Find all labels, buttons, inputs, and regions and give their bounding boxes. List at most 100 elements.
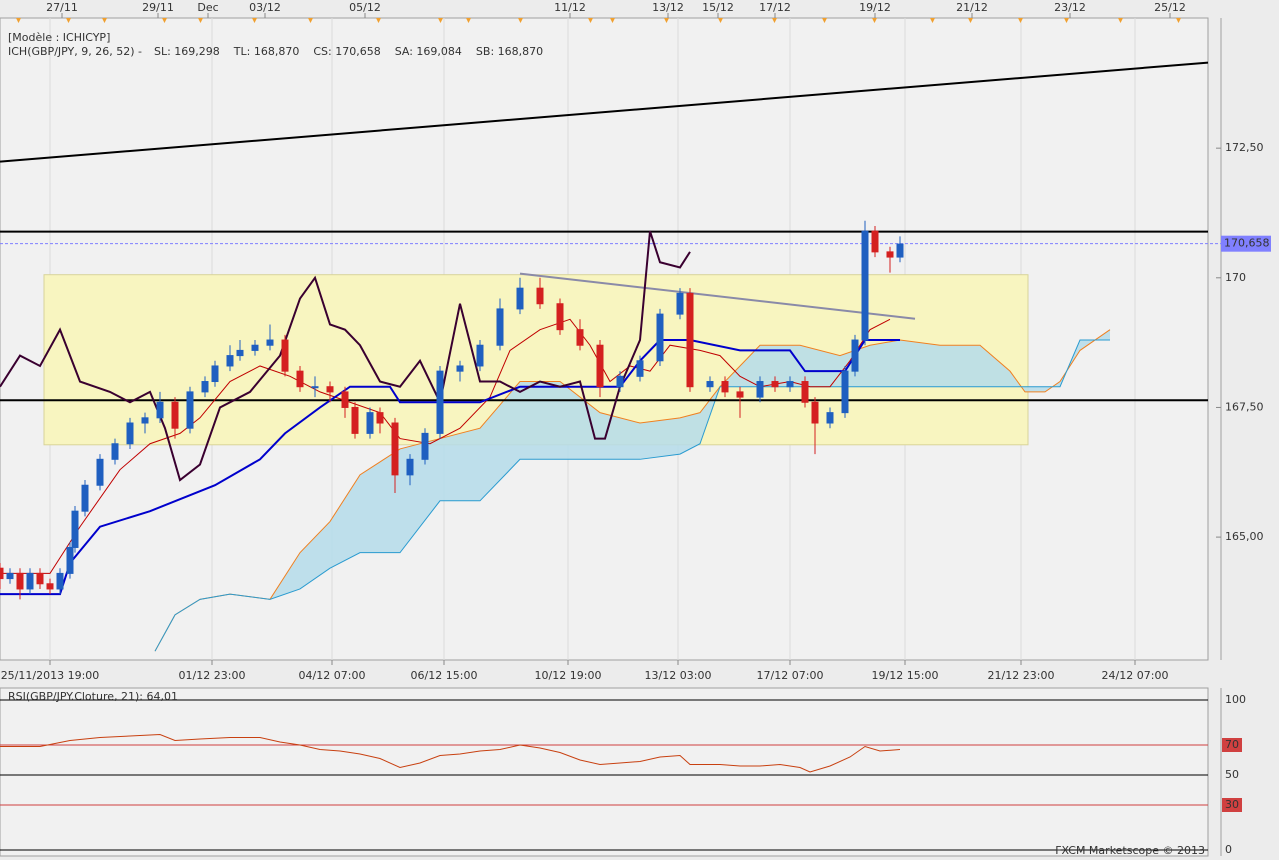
candle-body: [801, 381, 809, 403]
candle-body: [871, 230, 879, 253]
candle-body: [281, 339, 289, 372]
indicator-value: TL: 168,870: [233, 45, 300, 58]
candle-body: [826, 412, 834, 424]
top-x-tick-label: 05/12: [349, 1, 381, 14]
candle-body: [536, 287, 544, 305]
candle-body: [56, 572, 64, 590]
candle-body: [36, 572, 44, 585]
candle-body: [201, 381, 209, 393]
candle-body: [16, 572, 24, 590]
top-x-tick-label: 29/11: [142, 1, 174, 14]
candle-body: [496, 308, 504, 346]
candle-body: [251, 344, 259, 351]
candle-body: [676, 292, 684, 315]
indicator-value: CS: 170,658: [313, 45, 380, 58]
main-chart: 25/11/2013 19:00 01/12 23:00 04/12 07:00 06…: [0, 1, 1271, 682]
y-tick-label: 172,50: [1225, 141, 1264, 154]
candle-body: [406, 458, 414, 476]
indicator-label: ICH(GBP/JPY, 9, 26, 52) -: [8, 45, 142, 58]
trend-line: [0, 61, 1209, 163]
candle-body: [341, 391, 349, 408]
candle-body: [811, 401, 819, 424]
candle-body: [0, 567, 4, 580]
candle-body: [296, 370, 304, 388]
candle-body: [841, 370, 849, 414]
candle-body: [311, 386, 319, 389]
candle-body: [516, 287, 524, 310]
candle-body: [576, 329, 584, 346]
candle-body: [616, 375, 624, 388]
y-tick-label: 167,50: [1225, 400, 1264, 413]
x-tick-label: 04/12 07:00: [299, 669, 366, 682]
y-tick-label: 165,00: [1225, 530, 1264, 543]
candle-body: [421, 432, 429, 460]
candle-body: [391, 422, 399, 476]
y-tick-label: 0: [1225, 843, 1232, 856]
top-x-tick-label: 25/12: [1154, 1, 1186, 14]
candle-body: [436, 370, 444, 434]
level-label-box: [1222, 738, 1242, 752]
top-x-tick-label: 03/12: [249, 1, 281, 14]
indicator-value: SB: 168,870: [476, 45, 543, 58]
candle-body: [156, 401, 164, 419]
top-x-tick-label: 21/12: [956, 1, 988, 14]
x-tick-label: 24/12 07:00: [1102, 669, 1169, 682]
candle-body: [456, 365, 464, 372]
candle-body: [771, 381, 779, 388]
x-tick-label: 01/12 23:00: [179, 669, 246, 682]
candle-body: [366, 412, 374, 434]
candle-body: [896, 243, 904, 258]
top-x-tick-label: 15/12: [702, 1, 734, 14]
footer: FXCM Marketscope © 2013: [1055, 844, 1205, 857]
y-tick-label: 50: [1225, 768, 1239, 781]
candle-body: [376, 412, 384, 424]
top-x-tick-label: 23/12: [1054, 1, 1086, 14]
candle-body: [126, 422, 134, 445]
candle-body: [636, 360, 644, 377]
candle-body: [706, 381, 714, 388]
candle-body: [66, 546, 74, 574]
x-tick-label: 10/12 19:00: [535, 669, 602, 682]
top-x-tick-label: 17/12: [759, 1, 791, 14]
candle-body: [786, 381, 794, 388]
candle-body: [141, 417, 149, 424]
rsi-plot-area: [0, 687, 1209, 857]
candle-body: [236, 349, 244, 357]
rsi-line: [0, 733, 901, 773]
cloud-span: [154, 339, 1110, 652]
y-tick-label: 100: [1225, 693, 1246, 706]
cloud-span: [154, 329, 1111, 652]
top-x-tick-label: Dec: [197, 1, 218, 14]
candle-body: [861, 230, 869, 341]
rsi-chart: 0 30 50 70 100 RSI(GBP/JPY.Cloture, 21): 64,0…: [0, 690, 1246, 856]
last-price-label: 170,658: [1224, 237, 1270, 250]
candle-body: [686, 292, 694, 388]
candle-body: [721, 381, 729, 393]
candle-body: [656, 313, 664, 362]
event-markers: [16, 18, 1181, 23]
candle-body: [81, 484, 89, 512]
candle-body: [71, 510, 79, 548]
candle-body: [6, 572, 14, 580]
candle-body: [186, 391, 194, 429]
y-tick-label: 70: [1225, 738, 1239, 751]
candle-body: [556, 303, 564, 331]
rsi-label: RSI(GBP/JPY.Cloture, 21): 64,01: [8, 690, 178, 703]
candle-body: [171, 401, 179, 429]
candle-body: [96, 458, 104, 486]
indicator-value: SA: 169,084: [395, 45, 462, 58]
x-tick-label: 06/12 15:00: [411, 669, 478, 682]
candle-body: [756, 381, 764, 398]
candle-body: [46, 583, 54, 590]
y-tick-label: 30: [1225, 798, 1239, 811]
indicator-line: [0, 230, 691, 482]
candle-body: [736, 391, 744, 398]
candle-body: [26, 572, 34, 590]
top-x-tick-label: 19/12: [859, 1, 891, 14]
level-label-box: [1222, 798, 1242, 812]
candle-body: [886, 251, 894, 258]
indicator-line: [0, 339, 900, 596]
candle-body: [851, 339, 859, 372]
